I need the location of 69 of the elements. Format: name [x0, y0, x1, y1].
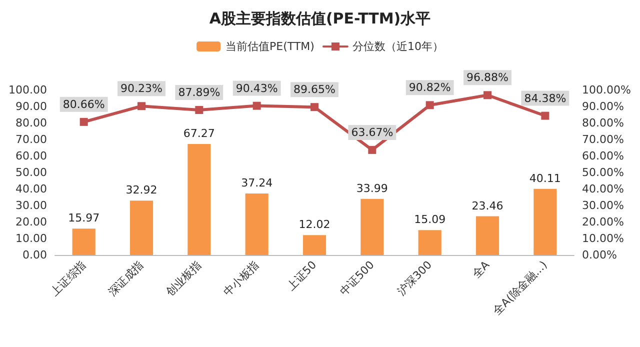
point [426, 101, 434, 110]
y-tick-label: 50.00 [16, 166, 47, 179]
point [138, 102, 146, 110]
y2-tick-label: 70.00% [582, 133, 624, 146]
y2-tick-label: 50.00% [582, 166, 624, 179]
data-label: 90.82% [408, 81, 451, 94]
point [484, 91, 492, 100]
x-tick-label: 沪深300 [394, 258, 434, 298]
x-tick-label: 上证50 [284, 258, 320, 294]
y2-tick-label: 80.00% [582, 116, 624, 130]
legend-label: 分位数（近10年） [352, 40, 444, 53]
x-tick-label: 创业板指 [163, 258, 204, 299]
data-label: 23.46 [472, 199, 504, 212]
point [252, 102, 261, 110]
y-tick-label: 40.00 [16, 182, 47, 196]
data-label: 12.02 [298, 218, 330, 232]
legend-label: 当前估值PE(TTM) [226, 40, 314, 53]
bar [476, 216, 500, 255]
data-label: 80.66% [62, 98, 105, 111]
data-label: 90.23% [120, 82, 162, 96]
data-label: 32.92 [126, 184, 158, 197]
bar [245, 194, 268, 255]
y2-tick-label: 0.00% [582, 248, 617, 262]
data-label: 96.88% [466, 71, 508, 84]
y2-tick-label: 90.00% [582, 100, 624, 113]
bar [302, 235, 326, 255]
data-label: 89.65% [294, 83, 336, 96]
x-tick-label: 深证成指 [106, 258, 146, 299]
x-tick-label: 上证综指 [48, 258, 88, 299]
x-tick-label: 全A(除金融...) [490, 258, 550, 318]
bar [360, 198, 384, 255]
x-tick-label: 全A [470, 258, 492, 281]
y-tick-label: 60.00 [16, 150, 47, 162]
y-tick-label: 30.00 [16, 199, 47, 212]
y-tick-label: 0.00 [22, 248, 47, 262]
data-label: 37.24 [241, 176, 273, 190]
x-tick-label: 中小板指 [221, 258, 262, 299]
data-label: 84.38% [524, 92, 566, 105]
bar [72, 228, 96, 255]
y-tick-label: 80.00 [16, 116, 47, 130]
point [368, 146, 376, 154]
point [310, 103, 318, 112]
bar [534, 188, 557, 255]
bar [418, 230, 442, 255]
data-label: 90.43% [236, 82, 278, 95]
data-label: 40.11 [529, 172, 561, 185]
data-label: 67.27 [183, 127, 215, 140]
data-label: 33.99 [356, 182, 388, 195]
data-label: 63.67% [351, 126, 394, 139]
y2-tick-label: 20.00% [582, 216, 624, 228]
y-tick-label: 10.00 [16, 232, 47, 245]
y-tick-label: 90.00 [16, 100, 47, 113]
data-label: 15.97 [68, 212, 100, 225]
y2-tick-label: 40.00% [582, 182, 624, 196]
data-label: 15.09 [414, 213, 446, 226]
point [80, 118, 88, 126]
y-tick-label: 20.00 [16, 216, 47, 228]
y2-tick-label: 60.00% [582, 150, 624, 162]
y-tick-label: 100.00 [8, 84, 47, 96]
y2-tick-label: 100.00% [582, 84, 631, 96]
point [195, 106, 204, 114]
point [541, 112, 550, 120]
y-tick-label: 70.00 [16, 133, 47, 146]
bar [188, 144, 211, 255]
data-label: 87.89% [178, 86, 220, 99]
bar [130, 200, 154, 255]
chart-title: A股主要指数估值(PE-TTM)水平 [209, 10, 431, 28]
y2-tick-label: 30.00% [582, 199, 624, 212]
y2-tick-label: 10.00% [582, 232, 624, 245]
